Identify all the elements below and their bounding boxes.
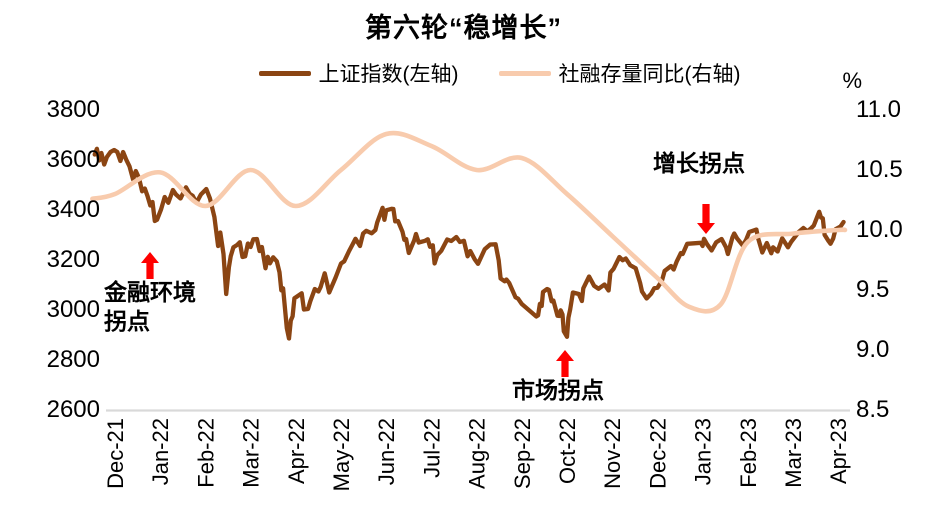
legend: 上证指数(左轴) 社融存量同比(右轴) — [36, 58, 927, 88]
x-axis-label: Feb-22 — [193, 418, 218, 488]
y-axis-tick-right: 8.5 — [856, 396, 890, 423]
annotation-arrow-up-0 — [141, 252, 159, 279]
x-axis-label: Oct-22 — [555, 418, 580, 484]
x-axis-label: Jun-22 — [374, 418, 399, 485]
y-axis-tick-left: 3200 — [46, 246, 100, 273]
x-axis-label: Sep-22 — [510, 418, 535, 489]
annotation-label-0: 金融环境 拐点 — [104, 279, 196, 334]
legend-item-shanghai-index: 上证指数(左轴) — [258, 58, 459, 88]
x-axis-label: May-22 — [329, 418, 354, 491]
x-axis-label: Nov-22 — [600, 418, 625, 489]
annotation-label-1: 市场拐点 — [512, 377, 604, 403]
x-axis-label: Aug-22 — [465, 418, 490, 489]
x-axis-label: Jan-23 — [691, 418, 716, 485]
x-axis-label: Mar-22 — [239, 418, 264, 488]
right-axis-unit: % — [842, 68, 862, 93]
y-axis-tick-left: 2600 — [46, 396, 100, 423]
x-axis-label: Apr-23 — [826, 418, 851, 484]
y-axis-tick-right: 9.5 — [856, 276, 890, 303]
x-axis-label: Jul-22 — [419, 418, 444, 478]
annotation-arrow-down-2 — [697, 204, 715, 234]
legend-label-social-financing: 社融存量同比(右轴) — [558, 63, 741, 86]
y-axis-tick-left: 2800 — [46, 346, 100, 373]
y-axis-tick-left: 3000 — [46, 296, 100, 323]
x-axis-label: Feb-23 — [736, 418, 761, 488]
legend-label-shanghai-index: 上证指数(左轴) — [318, 63, 459, 86]
x-axis-label: Apr-22 — [284, 418, 309, 484]
series-line-social-financing — [90, 130, 848, 314]
y-axis-tick-left: 3400 — [46, 196, 100, 223]
chart-title: 第六轮“稳增长” — [365, 13, 562, 43]
series-line-shanghai-index — [92, 146, 846, 341]
y-axis-tick-left: 3800 — [46, 96, 100, 123]
y-axis-tick-right: 10.5 — [856, 156, 903, 183]
x-axis-label: Dec-21 — [103, 418, 128, 489]
x-axis-label: Dec-22 — [645, 418, 670, 489]
x-axis-label: Mar-23 — [781, 418, 806, 488]
annotation-arrow-up-1 — [556, 350, 574, 377]
legend-swatch-social-financing — [498, 70, 551, 76]
y-axis-tick-right: 10.0 — [856, 216, 903, 243]
y-axis-tick-right: 11.0 — [856, 96, 901, 123]
y-axis-tick-left: 3600 — [46, 146, 100, 173]
annotation-label-2: 增长拐点 — [653, 150, 745, 176]
y-axis-tick-right: 9.0 — [856, 336, 890, 363]
legend-item-social-financing: 社融存量同比(右轴) — [498, 58, 741, 88]
x-axis-label: Jan-22 — [148, 418, 173, 485]
legend-swatch-shanghai-index — [258, 70, 311, 76]
